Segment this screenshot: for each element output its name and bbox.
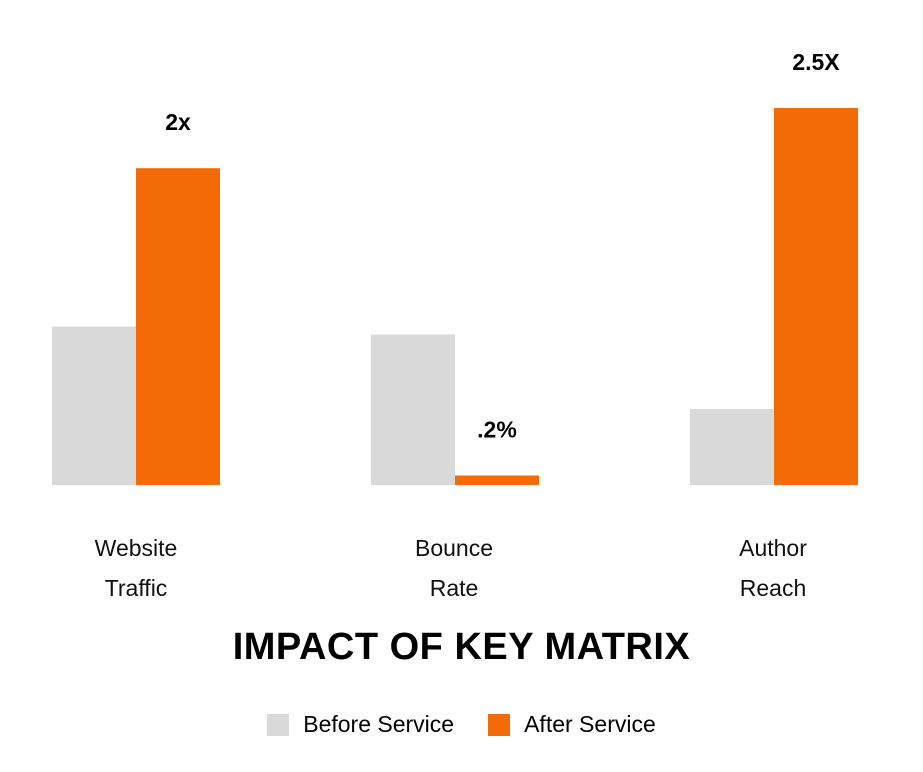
legend-swatch-after [488, 713, 511, 736]
bar-after-1 [455, 475, 539, 485]
legend-swatch-before [267, 713, 290, 736]
chart-title: IMPACT OF KEY MATRIX [232, 626, 691, 668]
bar-chart: 2x .2% 2.5X [52, 49, 858, 485]
chart-legend: Before Service After Service [0, 711, 923, 738]
legend-item-before: Before Service [267, 711, 454, 738]
data-label-0: 2x [165, 109, 191, 135]
legend-label-before: Before Service [303, 711, 455, 737]
bar-before-1 [371, 334, 455, 485]
data-label-2: 2.5X [792, 49, 840, 75]
legend-label-after: After Service [524, 711, 656, 737]
category-label-bounce-rate: Bounce Rate [414, 535, 493, 601]
bar-before-0 [52, 326, 136, 485]
legend-item-after: After Service [488, 711, 656, 738]
bar-after-0 [136, 168, 220, 485]
bar-before-2 [690, 408, 774, 485]
data-label-1: .2% [477, 416, 517, 442]
bar-after-2 [774, 108, 858, 485]
category-label-website-traffic: Website Traffic [94, 535, 178, 601]
category-label-author-reach: Author Reach [739, 535, 807, 601]
